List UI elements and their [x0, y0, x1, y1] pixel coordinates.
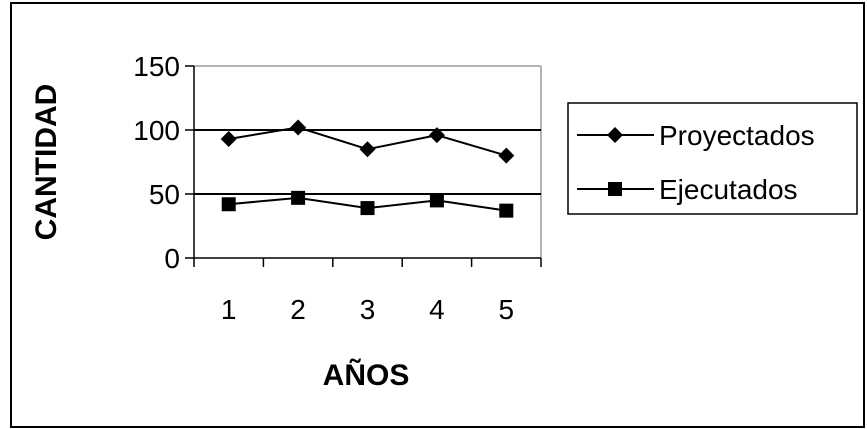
y-tick-label: 100	[133, 115, 180, 146]
legend-item-proyectados: Proyectados	[577, 120, 815, 151]
legend-marker	[608, 182, 622, 196]
y-tick-label: 0	[164, 243, 180, 274]
gridlines	[194, 65, 542, 258]
data-point	[499, 203, 514, 218]
series-ejecutados	[221, 190, 514, 218]
x-tick-labels: 1 2 3 4 5	[221, 294, 514, 325]
data-point	[220, 130, 237, 147]
legend: Proyectados Ejecutados	[567, 102, 858, 215]
x-tick-label: 4	[429, 294, 445, 325]
y-tick-label: 50	[149, 179, 180, 210]
x-tick-label: 1	[221, 294, 237, 325]
y-tick-labels: 0 50 100 150	[133, 51, 180, 274]
data-point	[291, 190, 306, 205]
data-point	[359, 141, 376, 158]
legend-marker	[607, 127, 623, 143]
data-point	[290, 119, 307, 136]
x-tick-label: 3	[360, 294, 376, 325]
data-point	[221, 197, 236, 212]
axes	[185, 65, 542, 267]
x-tick-label: 2	[290, 294, 306, 325]
y-axis-title: CANTIDAD	[30, 84, 63, 241]
data-point	[498, 147, 515, 164]
x-axis-title: AÑOS	[323, 358, 410, 392]
data-point	[429, 193, 444, 208]
legend-label: Proyectados	[659, 120, 815, 151]
legend-label: Ejecutados	[659, 174, 798, 205]
chart-frame	[10, 2, 865, 428]
y-tick-label: 150	[133, 51, 180, 82]
series-proyectados	[220, 119, 515, 164]
data-point	[360, 201, 375, 216]
series	[220, 119, 515, 218]
data-point	[428, 127, 445, 144]
legend-item-ejecutados: Ejecutados	[577, 174, 798, 205]
x-tick-label: 5	[499, 294, 515, 325]
